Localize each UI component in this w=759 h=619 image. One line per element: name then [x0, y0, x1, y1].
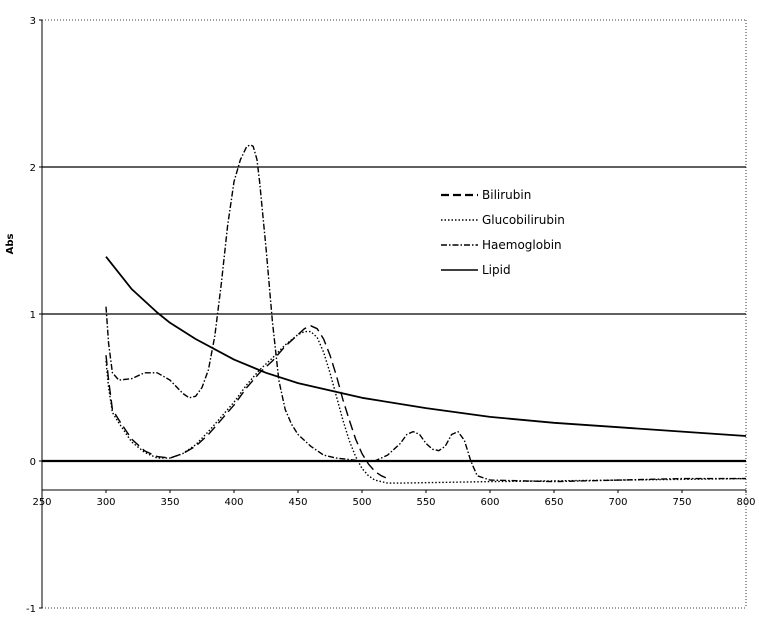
legend-label-glucobilirubin: Glucobilirubin — [482, 213, 565, 227]
tick-labels: 250 300 350 400 450 500 550 600 650 700 750 800 -1 0 1… — [26, 16, 756, 615]
x-tick-label: 250 — [32, 497, 51, 508]
y-tick-label: -1 — [26, 604, 36, 615]
x-tick-label: 400 — [224, 497, 243, 508]
series-line-lipid — [106, 257, 746, 436]
y-tick-label: 3 — [30, 16, 36, 27]
gridlines — [42, 167, 746, 461]
y-axis-label: Abs — [5, 234, 16, 255]
legend: Bilirubin Glucobilirubin Haemoglobin Lipid — [441, 188, 565, 277]
x-tick-label: 650 — [544, 497, 563, 508]
legend-label-haemoglobin: Haemoglobin — [482, 238, 562, 252]
x-tick-label: 500 — [352, 497, 371, 508]
x-tick-label: 800 — [736, 497, 755, 508]
y-tick-label: 2 — [30, 163, 36, 174]
series-line-haemoglobin — [106, 145, 746, 482]
y-tick-label: 0 — [30, 457, 36, 468]
x-tick-label: 750 — [672, 497, 691, 508]
y-tick-label: 1 — [30, 310, 36, 321]
legend-label-bilirubin: Bilirubin — [482, 188, 531, 202]
x-tick-label: 600 — [480, 497, 499, 508]
x-tick-label: 700 — [608, 497, 627, 508]
x-tick-label: 550 — [416, 497, 435, 508]
x-tick-label: 300 — [96, 497, 115, 508]
series-line-bilirubin — [106, 326, 388, 479]
legend-label-lipid: Lipid — [482, 263, 511, 277]
x-tick-label: 350 — [160, 497, 179, 508]
x-tick-label: 450 — [288, 497, 307, 508]
